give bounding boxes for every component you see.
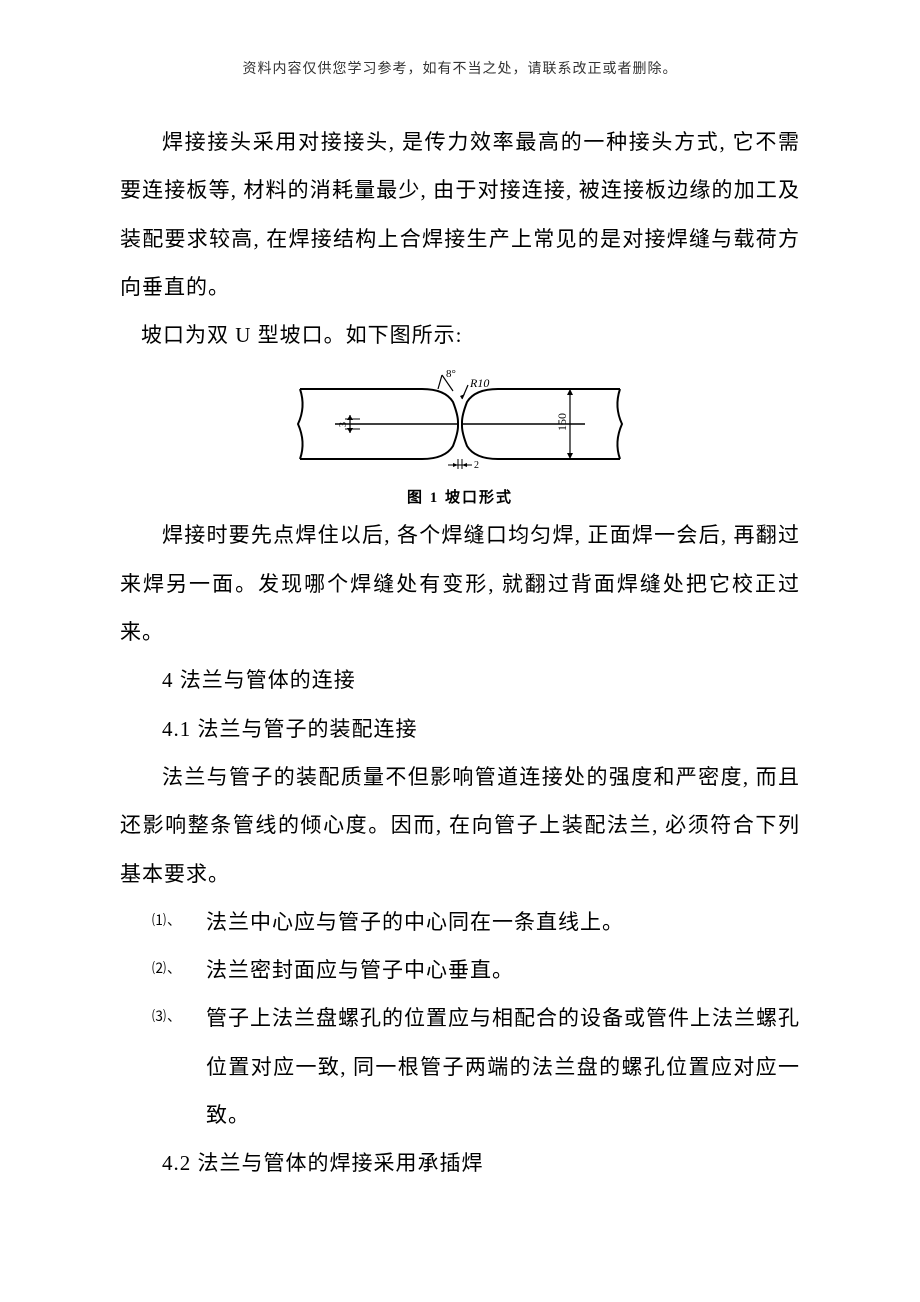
section-4-1-heading: 4.1 法兰与管子的装配连接 [120, 705, 800, 753]
header-note: 资料内容仅供您学习参考，如有不当之处，请联系改正或者删除。 [120, 58, 800, 78]
list-item: ⑵、 法兰密封面应与管子中心垂直。 [152, 946, 800, 994]
height-label: 150 [555, 413, 569, 431]
paragraph-2: 坡口为双 U 型坡口。如下图所示: [120, 311, 800, 359]
gap-h-label: 3 [338, 422, 349, 427]
section-4-heading: 4 法兰与管体的连接 [120, 656, 800, 704]
requirements-list: ⑴、 法兰中心应与管子的中心同在一条直线上。 ⑵、 法兰密封面应与管子中心垂直。… [120, 898, 800, 1139]
paragraph-3: 焊接时要先点焊住以后, 各个焊缝口均匀焊, 正面焊一会后, 再翻过来焊另一面。发… [120, 511, 800, 656]
angle-label: 8° [446, 368, 456, 380]
list-item: ⑶、 管子上法兰盘螺孔的位置应与相配合的设备或管件上法兰螺孔位置对应一致, 同一… [152, 994, 800, 1139]
list-item: ⑴、 法兰中心应与管子的中心同在一条直线上。 [152, 898, 800, 946]
figure-groove-shape: 8° R10 150 3 2 图 1 坡口形式 [120, 367, 800, 507]
gap-w-label: 2 [474, 460, 479, 471]
figure-caption: 图 1 坡口形式 [120, 486, 800, 507]
list-content: 法兰中心应与管子的中心同在一条直线上。 [206, 898, 800, 946]
radius-label: R10 [469, 376, 489, 390]
list-marker: ⑶、 [152, 994, 206, 1034]
paragraph-1: 焊接接头采用对接接头, 是传力效率最高的一种接头方式, 它不需要连接板等, 材料… [120, 118, 800, 311]
list-content: 管子上法兰盘螺孔的位置应与相配合的设备或管件上法兰螺孔位置对应一致, 同一根管子… [206, 994, 800, 1139]
list-marker: ⑴、 [152, 898, 206, 938]
list-marker: ⑵、 [152, 946, 206, 986]
list-content: 法兰密封面应与管子中心垂直。 [206, 946, 800, 994]
paragraph-4: 法兰与管子的装配质量不但影响管道连接处的强度和严密度, 而且还影响整条管线的倾心… [120, 753, 800, 898]
section-4-2-heading: 4.2 法兰与管体的焊接采用承插焊 [120, 1139, 800, 1187]
groove-diagram-svg: 8° R10 150 3 2 [290, 367, 630, 477]
